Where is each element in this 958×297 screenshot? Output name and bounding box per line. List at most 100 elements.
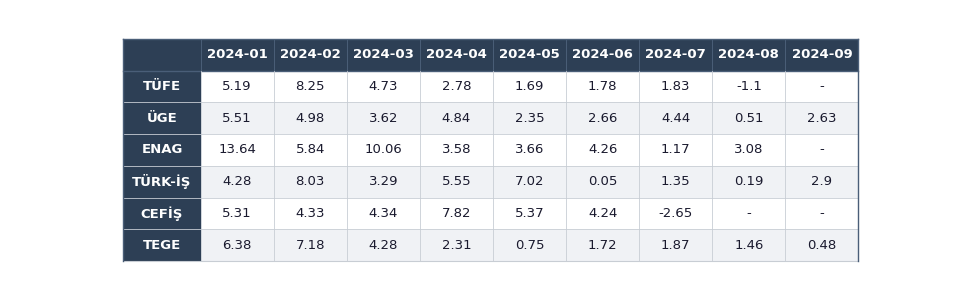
Text: -1.1: -1.1 — [736, 80, 762, 93]
Text: 2024-09: 2024-09 — [791, 48, 853, 61]
Bar — [493, 166, 566, 198]
Text: 2.9: 2.9 — [811, 175, 833, 188]
Text: CEFİŞ: CEFİŞ — [141, 206, 183, 221]
Text: 0.75: 0.75 — [514, 238, 544, 252]
Bar — [420, 102, 493, 134]
Bar — [124, 229, 200, 261]
Bar — [566, 102, 639, 134]
Text: 2.78: 2.78 — [442, 80, 471, 93]
Bar — [639, 229, 713, 261]
Text: 4.34: 4.34 — [369, 207, 399, 220]
Bar — [493, 39, 566, 71]
Bar — [347, 198, 420, 229]
Text: 2.35: 2.35 — [514, 112, 544, 125]
Bar — [566, 39, 639, 71]
Text: 0.19: 0.19 — [734, 175, 764, 188]
Text: 2024-08: 2024-08 — [718, 48, 779, 61]
Bar — [713, 229, 786, 261]
Text: 2.31: 2.31 — [442, 238, 471, 252]
Bar — [274, 71, 347, 102]
Bar — [347, 134, 420, 166]
Text: 7.18: 7.18 — [295, 238, 325, 252]
Text: 0.48: 0.48 — [808, 238, 836, 252]
Text: 4.84: 4.84 — [442, 112, 471, 125]
Text: 4.28: 4.28 — [369, 238, 399, 252]
Bar — [493, 71, 566, 102]
Text: 3.29: 3.29 — [369, 175, 399, 188]
Text: 1.35: 1.35 — [661, 175, 691, 188]
Text: TÜFE: TÜFE — [143, 80, 181, 93]
Text: TEGE: TEGE — [143, 238, 181, 252]
Text: 2024-01: 2024-01 — [207, 48, 267, 61]
Text: 3.66: 3.66 — [514, 143, 544, 157]
Text: 4.33: 4.33 — [295, 207, 325, 220]
Text: -: - — [746, 207, 751, 220]
Text: 2024-05: 2024-05 — [499, 48, 559, 61]
Bar — [420, 198, 493, 229]
Bar — [713, 198, 786, 229]
Bar — [713, 102, 786, 134]
Text: 10.06: 10.06 — [364, 143, 402, 157]
Text: 4.44: 4.44 — [661, 112, 691, 125]
Bar — [420, 229, 493, 261]
Bar — [786, 166, 858, 198]
Bar — [347, 229, 420, 261]
Text: 2024-07: 2024-07 — [646, 48, 706, 61]
Text: 0.51: 0.51 — [734, 112, 764, 125]
Text: 1.46: 1.46 — [734, 238, 764, 252]
Bar — [420, 134, 493, 166]
Bar — [493, 198, 566, 229]
Bar — [124, 102, 200, 134]
Text: 1.78: 1.78 — [588, 80, 617, 93]
Bar — [347, 166, 420, 198]
Bar — [124, 71, 200, 102]
Bar — [420, 166, 493, 198]
Text: 2.63: 2.63 — [808, 112, 836, 125]
Bar — [200, 198, 274, 229]
Text: 2024-04: 2024-04 — [426, 48, 487, 61]
Text: TÜRK-İŞ: TÜRK-İŞ — [132, 174, 192, 189]
Bar — [493, 229, 566, 261]
Bar — [566, 134, 639, 166]
Bar — [347, 39, 420, 71]
Text: 13.64: 13.64 — [218, 143, 256, 157]
Bar — [274, 102, 347, 134]
Bar — [124, 198, 200, 229]
Bar — [200, 166, 274, 198]
Bar — [200, 229, 274, 261]
Text: 3.08: 3.08 — [734, 143, 764, 157]
Bar — [493, 134, 566, 166]
Text: 7.02: 7.02 — [514, 175, 544, 188]
Text: 5.31: 5.31 — [222, 207, 252, 220]
Bar — [639, 198, 713, 229]
Text: 8.25: 8.25 — [295, 80, 325, 93]
Text: ENAG: ENAG — [142, 143, 183, 157]
Bar — [639, 39, 713, 71]
Bar — [639, 166, 713, 198]
Bar — [639, 71, 713, 102]
Bar — [566, 198, 639, 229]
Bar — [274, 166, 347, 198]
Bar — [713, 39, 786, 71]
Text: 5.19: 5.19 — [222, 80, 252, 93]
Bar — [274, 134, 347, 166]
Bar — [274, 198, 347, 229]
Text: 5.55: 5.55 — [442, 175, 471, 188]
Bar — [420, 39, 493, 71]
Bar — [124, 166, 200, 198]
Bar — [786, 102, 858, 134]
Bar — [566, 229, 639, 261]
Bar — [639, 102, 713, 134]
Bar — [566, 166, 639, 198]
Text: -2.65: -2.65 — [659, 207, 693, 220]
Text: 6.38: 6.38 — [222, 238, 252, 252]
Text: ÜGE: ÜGE — [147, 112, 177, 125]
Bar — [200, 39, 274, 71]
Text: 1.72: 1.72 — [588, 238, 618, 252]
Text: -: - — [819, 143, 824, 157]
Text: 4.28: 4.28 — [222, 175, 252, 188]
Text: 2.66: 2.66 — [588, 112, 617, 125]
Text: 0.05: 0.05 — [588, 175, 617, 188]
Bar — [713, 166, 786, 198]
Text: 4.26: 4.26 — [588, 143, 617, 157]
